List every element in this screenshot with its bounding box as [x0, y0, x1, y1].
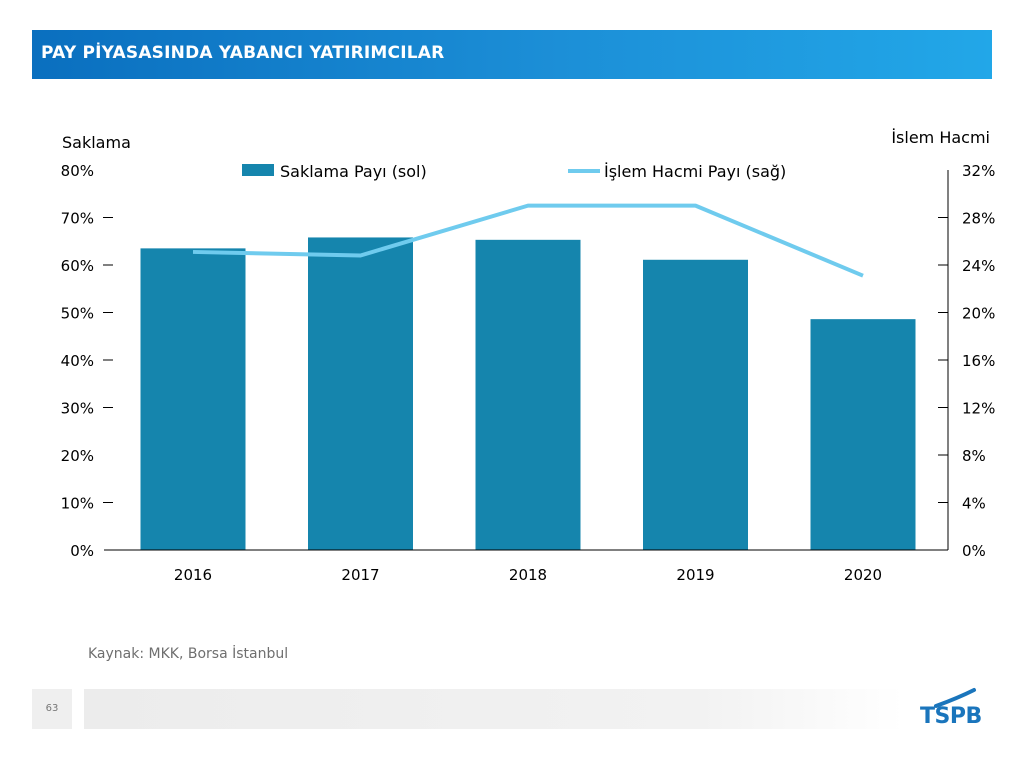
legend-line-label: İşlem Hacmi Payı (sağ)	[604, 162, 786, 181]
source-note: Kaynak: MKK, Borsa İstanbul	[88, 646, 289, 662]
page-number-box: 63	[32, 689, 72, 729]
right-tick-label: 20%	[962, 305, 995, 323]
right-tick-label: 16%	[962, 352, 995, 370]
right-tick-label: 8%	[962, 447, 986, 465]
bar-2017	[308, 237, 413, 550]
right-tick-label: 32%	[962, 162, 995, 180]
right-tick-label: 0%	[962, 542, 986, 560]
page-number: 63	[45, 703, 59, 714]
x-tick-label: 2017	[341, 566, 379, 584]
bar-2020	[810, 319, 916, 550]
x-tick-label: 2020	[844, 566, 882, 584]
right-axis-title: İslem Hacmi	[891, 128, 990, 147]
left-tick-label: 80%	[61, 162, 94, 180]
logo-swoosh-icon	[934, 688, 976, 708]
left-tick-label: 20%	[61, 447, 94, 465]
legend-bar-swatch	[242, 164, 274, 176]
bar-2019	[643, 259, 748, 550]
right-tick-label: 28%	[962, 210, 995, 228]
left-axis-title: Saklama	[62, 133, 131, 152]
legend-bar-label: Saklama Payı (sol)	[280, 162, 427, 181]
right-tick-label: 4%	[962, 495, 986, 513]
chart: Saklama İslem Hacmi 0% 10% 20% 30% 40% 50% 60% 70…	[61, 128, 996, 584]
tspb-logo: TSPB	[918, 686, 990, 732]
left-tick-label: 10%	[61, 495, 94, 513]
x-tick-label: 2018	[509, 566, 547, 584]
left-tick-label: 50%	[61, 305, 94, 323]
x-tick-label: 2016	[174, 566, 212, 584]
page-title: PAY PİYASASINDA YABANCI YATIRIMCILAR	[41, 43, 445, 63]
left-tick-label: 70%	[61, 210, 94, 228]
right-tick-label: 24%	[962, 257, 995, 275]
left-tick-label: 40%	[61, 352, 94, 370]
logo-text: TSPB	[920, 704, 982, 729]
bar-2016	[140, 248, 246, 550]
bar-2018	[475, 239, 581, 550]
right-tick-label: 12%	[962, 400, 995, 418]
left-tick-label: 60%	[61, 257, 94, 275]
left-tick-label: 30%	[61, 400, 94, 418]
left-tick-label: 0%	[70, 542, 94, 560]
title-bar: PAY PİYASASINDA YABANCI YATIRIMCILAR	[32, 30, 992, 79]
footer-bar	[84, 689, 904, 729]
x-tick-label: 2019	[676, 566, 714, 584]
